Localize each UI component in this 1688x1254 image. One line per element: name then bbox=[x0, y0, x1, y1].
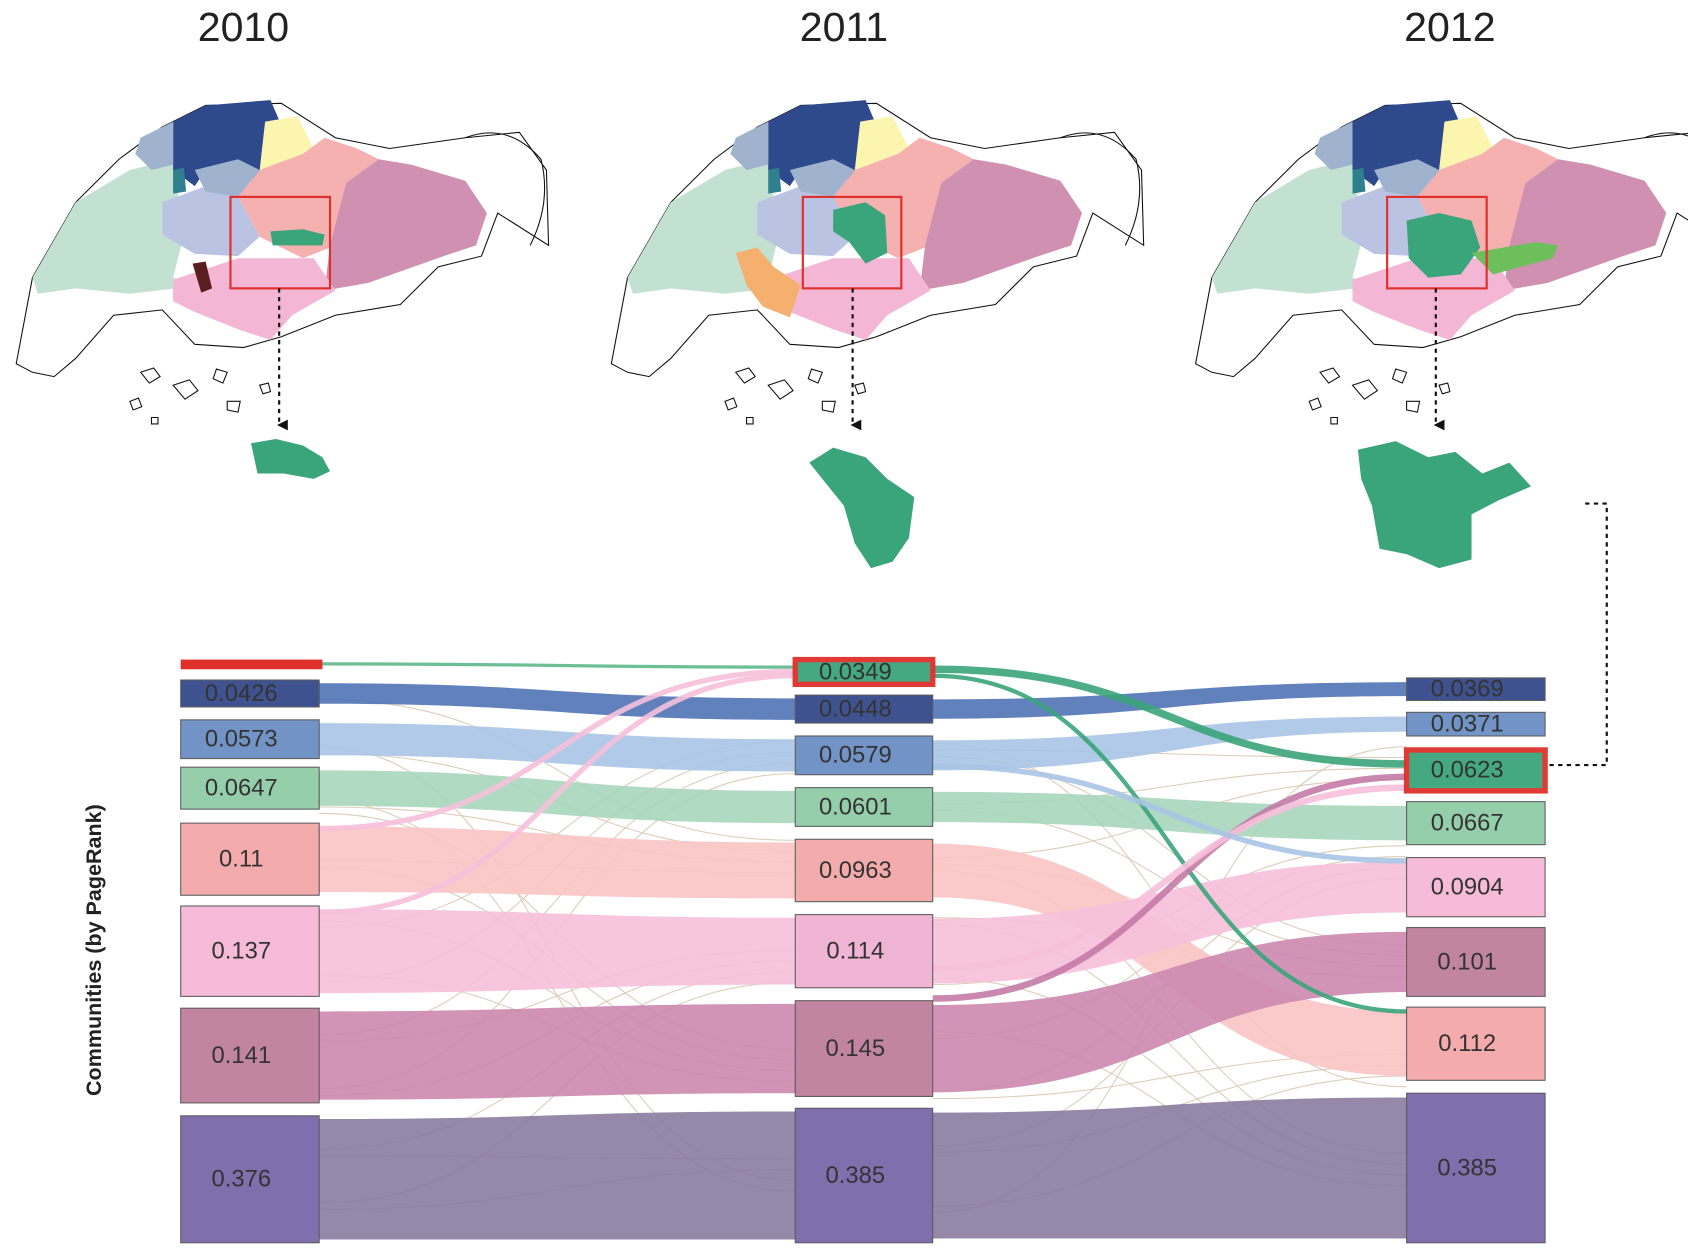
community-node bbox=[1406, 857, 1546, 918]
community-node bbox=[180, 719, 320, 760]
flow bbox=[319, 1003, 796, 1100]
connector bbox=[1549, 502, 1608, 767]
figure-body: 0.0426 0.0573 0.0647 0.11 0.137 0.141 0.376 0.0… bbox=[15, 4, 1688, 1244]
flow bbox=[932, 716, 1407, 771]
community-node bbox=[794, 787, 934, 827]
community-node bbox=[180, 905, 320, 997]
community-node bbox=[792, 656, 936, 688]
node-value: 0.101 bbox=[1437, 949, 1497, 975]
community-node bbox=[794, 735, 934, 776]
node-value: 0.141 bbox=[212, 1043, 272, 1069]
flow-thread bbox=[932, 665, 1407, 768]
year-label: 2010 bbox=[198, 4, 289, 50]
map-2011 bbox=[610, 99, 1145, 569]
node-value: 0.0904 bbox=[1431, 875, 1504, 901]
node-value: 0.112 bbox=[1438, 1031, 1496, 1057]
community-node bbox=[794, 914, 934, 989]
flow bbox=[932, 843, 1407, 1076]
flow-thread bbox=[932, 763, 1407, 864]
community-node bbox=[794, 694, 934, 724]
node-value: 0.385 bbox=[1437, 1155, 1497, 1181]
flow bbox=[932, 931, 1407, 1093]
community-node bbox=[180, 1007, 320, 1104]
flow bbox=[319, 826, 796, 899]
flow bbox=[319, 683, 796, 720]
community-node bbox=[180, 679, 320, 708]
community-node bbox=[794, 838, 934, 903]
y-axis-label: Communities (by PageRank) bbox=[81, 804, 106, 1096]
empty-community bbox=[180, 659, 323, 670]
node-value: 0.11 bbox=[219, 847, 264, 873]
node-value: 0.145 bbox=[826, 1036, 886, 1062]
node-value: 0.0573 bbox=[205, 727, 278, 753]
flows bbox=[319, 662, 1407, 1240]
flow-thread bbox=[322, 662, 796, 669]
node-value: 0.376 bbox=[212, 1167, 272, 1193]
node-value: 0.0371 bbox=[1431, 712, 1504, 738]
node-value: 0.0623 bbox=[1431, 758, 1504, 784]
map-2012 bbox=[1195, 99, 1688, 569]
flow bbox=[319, 909, 796, 994]
flow-thread bbox=[319, 673, 796, 916]
flow-thread bbox=[319, 668, 796, 832]
community-node bbox=[794, 1107, 934, 1244]
node-value: 0.137 bbox=[212, 939, 272, 965]
flow-thread bbox=[932, 673, 1407, 1014]
community-node bbox=[1406, 801, 1546, 846]
community-node bbox=[1406, 926, 1546, 997]
flow-thread bbox=[932, 784, 1407, 972]
node-value: 0.385 bbox=[826, 1163, 886, 1189]
community-node bbox=[794, 1000, 934, 1097]
node-value: 0.0426 bbox=[205, 681, 278, 707]
node-value: 0.0579 bbox=[819, 743, 892, 769]
flow bbox=[319, 1111, 796, 1240]
year-label: 2012 bbox=[1404, 4, 1495, 50]
community-node bbox=[180, 766, 320, 810]
flow bbox=[932, 1097, 1407, 1239]
community-node bbox=[180, 822, 320, 896]
node-value: 0.0963 bbox=[819, 858, 892, 884]
flow-thread bbox=[932, 773, 1407, 1002]
node-value: 0.114 bbox=[826, 939, 884, 965]
nodes: 0.0426 0.0573 0.0647 0.11 0.137 0.141 0.376 0.0… bbox=[180, 656, 1548, 1244]
community-node bbox=[180, 1115, 320, 1244]
community-node bbox=[1403, 747, 1548, 794]
node-value: 0.0349 bbox=[819, 659, 892, 685]
node-value: 0.0647 bbox=[205, 776, 278, 802]
node-value: 0.0667 bbox=[1431, 811, 1504, 837]
community-node bbox=[1406, 1092, 1546, 1244]
community-node bbox=[1406, 711, 1546, 737]
map-2010 bbox=[15, 99, 550, 479]
node-value: 0.0448 bbox=[819, 696, 892, 722]
year-label: 2011 bbox=[800, 4, 888, 50]
flow bbox=[932, 861, 1407, 984]
flow-thread bbox=[319, 698, 796, 841]
community-node bbox=[1406, 677, 1546, 702]
node-value: 0.0369 bbox=[1431, 677, 1504, 703]
community-node bbox=[1406, 1006, 1546, 1081]
node-value: 0.0601 bbox=[819, 794, 892, 820]
